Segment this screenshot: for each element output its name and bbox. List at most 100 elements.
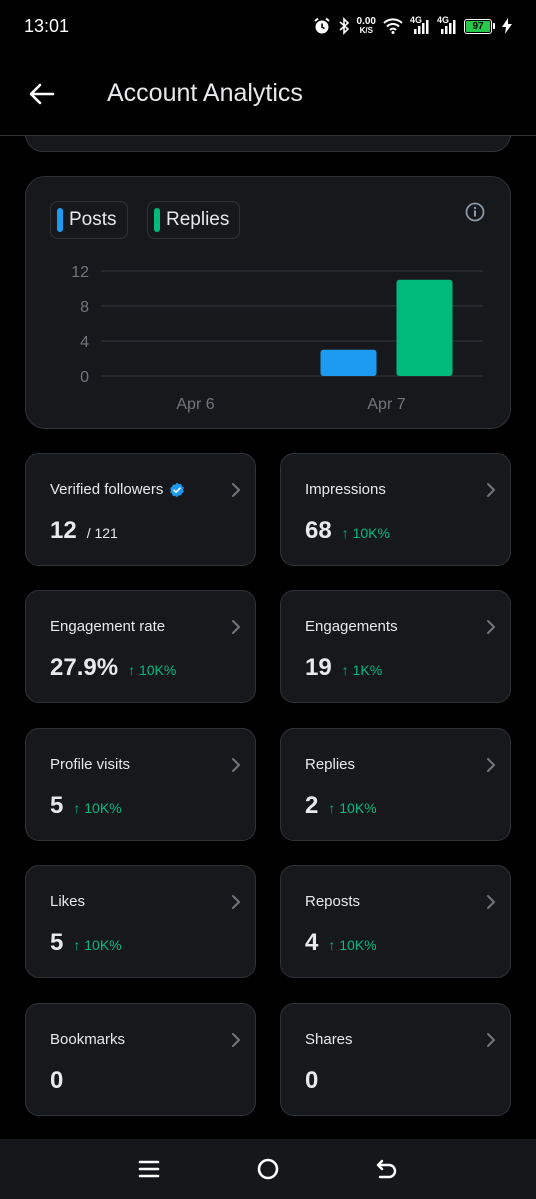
metric-label-container: Impressions	[305, 481, 386, 498]
metric-label: Profile visits	[50, 756, 131, 773]
metric-value-row: 19 ↑ 1K%	[305, 654, 382, 682]
metric-value: 5	[50, 929, 64, 956]
wifi-icon	[383, 18, 403, 34]
metric-card-shares[interactable]: Shares 0	[280, 1003, 511, 1116]
metric-total: / 121	[86, 525, 118, 541]
metric-card-impressions[interactable]: Impressions 68 ↑ 10K%	[280, 453, 511, 566]
bar-chart: 0 4 8 12 Apr 6 Apr 7	[71, 264, 483, 413]
metric-label: Engagement rate	[50, 618, 166, 635]
metric-value-row: 0	[305, 1067, 318, 1095]
metric-label: Bookmarks	[50, 1031, 126, 1048]
metric-label: Likes	[50, 893, 86, 910]
recents-button[interactable]	[129, 1149, 169, 1189]
status-icons: 0.00 K/S 4G 4G 97	[313, 15, 512, 35]
chevron-right-icon	[232, 620, 240, 634]
chevron-right-icon	[232, 1033, 240, 1047]
metric-label-container: Reposts	[305, 893, 360, 910]
battery-icon: 97	[464, 18, 495, 34]
chevron-right-icon	[487, 483, 495, 497]
status-time: 13:01	[24, 15, 70, 36]
metric-card-engagement-rate[interactable]: Engagement rate 27.9% ↑ 10K%	[25, 590, 256, 703]
metric-label: Verified followers	[50, 481, 164, 498]
metric-change: ↑ 10K%	[328, 937, 377, 953]
status-bar: 13:01 0.00 K/S 4G 4G 97	[0, 0, 536, 52]
chevron-right-icon	[232, 895, 240, 909]
signal-icon-1: 4G	[410, 15, 430, 35]
chevron-right-icon	[232, 483, 240, 497]
page-title: Account Analytics	[107, 79, 303, 107]
legend-chip-replies[interactable]: Replies	[147, 201, 241, 239]
metric-label-container: Bookmarks	[50, 1031, 125, 1048]
metric-value-row: 0	[50, 1067, 63, 1095]
metric-label: Reposts	[305, 893, 361, 910]
signal-icon-2: 4G	[437, 15, 457, 35]
chevron-right-icon	[232, 758, 240, 772]
legend-label-posts: Posts	[69, 209, 117, 230]
arrow-left-icon	[29, 83, 55, 104]
metric-card-bookmarks[interactable]: Bookmarks 0	[25, 1003, 256, 1116]
back-nav-button[interactable]	[367, 1149, 407, 1189]
metric-label: Impressions	[305, 481, 386, 498]
legend-swatch-posts	[57, 208, 63, 232]
battery-percent: 97	[466, 20, 490, 32]
metric-value-row: 68 ↑ 10K%	[305, 517, 390, 545]
back-return-icon	[376, 1159, 396, 1179]
metric-label-container: Profile visits	[50, 756, 130, 773]
metric-value-row: 2 ↑ 10K%	[305, 792, 377, 820]
metric-change: ↑ 10K%	[341, 525, 390, 541]
metric-card-engagements[interactable]: Engagements 19 ↑ 1K%	[280, 590, 511, 703]
chevron-right-icon	[487, 1033, 495, 1047]
metric-label-container: Engagements	[305, 618, 398, 635]
metric-label: Shares	[305, 1031, 353, 1048]
home-button[interactable]	[248, 1149, 288, 1189]
back-button[interactable]	[21, 73, 63, 115]
metric-change: ↑ 1K%	[341, 662, 383, 678]
verified-badge-icon	[170, 482, 185, 497]
y-tick-label: 12	[71, 264, 89, 281]
metric-value-row: 4 ↑ 10K%	[305, 929, 377, 957]
metric-label-container: Shares	[305, 1031, 353, 1048]
metric-value: 5	[50, 792, 64, 819]
chevron-right-icon	[487, 895, 495, 909]
menu-icon	[139, 1160, 160, 1178]
net-speed-value: 0.00	[356, 16, 376, 27]
signal-label-2: 4G	[437, 15, 450, 25]
metric-value: 27.9%	[50, 654, 119, 681]
bar-replies-apr-7[interactable]	[396, 279, 453, 376]
y-tick-label: 0	[80, 369, 89, 386]
bluetooth-icon	[338, 17, 350, 35]
info-icon[interactable]	[464, 201, 486, 223]
metric-value: 0	[50, 1067, 64, 1094]
bar-posts-apr-7[interactable]	[320, 349, 377, 376]
metric-label-container: Likes	[50, 893, 85, 910]
metric-change: ↑ 10K%	[73, 800, 122, 816]
metric-value: 0	[305, 1067, 319, 1094]
y-tick-label: 8	[80, 299, 89, 316]
activity-chart-card: Posts Replies 0 4 8 12 Apr 6 Apr 7	[25, 176, 511, 429]
metric-label: Engagements	[305, 618, 398, 635]
metric-value-row: 5 ↑ 10K%	[50, 929, 122, 957]
metric-value: 4	[305, 929, 319, 956]
metric-change: ↑ 10K%	[128, 662, 177, 678]
metric-value-row: 27.9% ↑ 10K%	[50, 654, 176, 682]
metric-value: 68	[305, 517, 332, 544]
chevron-right-icon	[487, 758, 495, 772]
metric-card-likes[interactable]: Likes 5 ↑ 10K%	[25, 865, 256, 978]
metric-label-container: Engagement rate	[50, 618, 165, 635]
metric-change: ↑ 10K%	[73, 937, 122, 953]
system-nav-bar	[0, 1139, 536, 1199]
metric-card-verified-followers[interactable]: Verified followers 12 / 121	[25, 453, 256, 566]
alarm-icon	[313, 17, 331, 35]
legend-swatch-replies	[154, 208, 160, 232]
app-header: Account Analytics	[0, 52, 536, 136]
metric-change: ↑ 10K%	[328, 800, 377, 816]
metric-label-container: Verified followers	[50, 481, 185, 498]
metric-value-row: 5 ↑ 10K%	[50, 792, 122, 820]
metric-value-row: 12 / 121	[50, 517, 118, 545]
metric-card-reposts[interactable]: Reposts 4 ↑ 10K%	[280, 865, 511, 978]
signal-label-1: 4G	[410, 15, 423, 25]
metric-card-replies[interactable]: Replies 2 ↑ 10K%	[280, 728, 511, 841]
legend-chip-posts[interactable]: Posts	[50, 201, 128, 239]
net-speed-unit: K/S	[359, 26, 373, 35]
metric-card-profile-visits[interactable]: Profile visits 5 ↑ 10K%	[25, 728, 256, 841]
